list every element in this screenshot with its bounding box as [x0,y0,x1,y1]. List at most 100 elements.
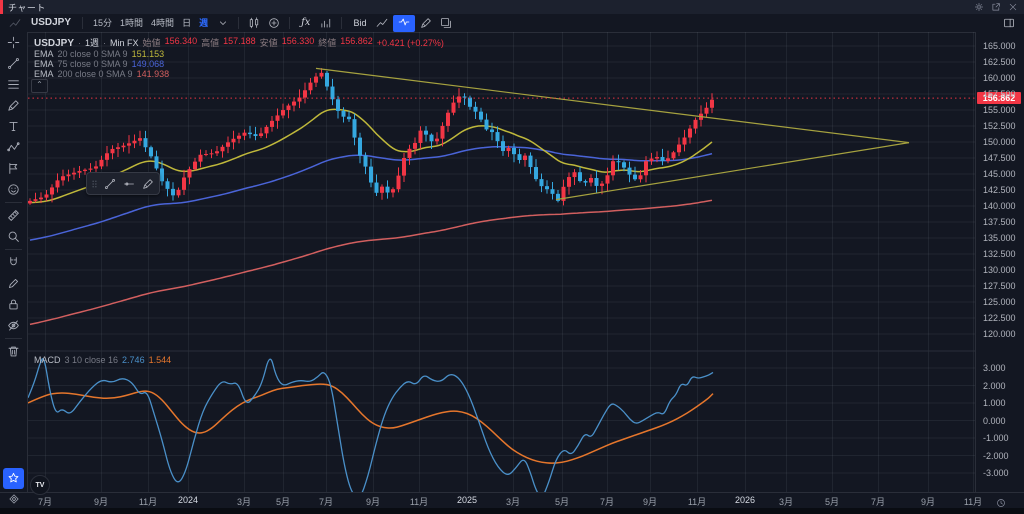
zoom-tool[interactable] [0,226,27,247]
price-tick: 160.000 [983,73,1016,83]
macd-tick: 1.000 [983,398,1006,408]
indicator-legend-row[interactable]: EMA 200 close 0 SMA 9 141.938 [34,69,169,79]
price-tick: 135.000 [983,233,1016,243]
themes-brush-icon[interactable] [417,16,435,30]
legend-change: +0.421 (+0.27%) [376,38,444,48]
price-tick: 137.500 [983,217,1016,227]
toolbar-separator [289,17,291,29]
fx-icon: ƒx [301,17,311,28]
price-tick: 162.500 [983,57,1016,67]
chevron-down-icon[interactable] [214,16,232,30]
time-tick: 7月 [870,497,886,507]
drawing-toolbar [0,32,28,507]
sidebar-separator [5,338,22,339]
macd-tick: -2.000 [983,450,1009,461]
price-tick: 127.500 [983,281,1016,291]
favorites-star-button[interactable] [3,468,24,489]
indicators-fx-button[interactable]: ƒx [296,16,315,30]
timeframe-日[interactable]: 日 [178,16,195,30]
chart-canvas[interactable] [28,32,975,492]
ohlc-value: 156.330 [281,36,315,46]
time-tick: 9月 [93,497,109,507]
price-axis[interactable]: 156.862 165.000 162.500 160.000 157.500 155.… [975,32,1024,492]
price-tick: 122.500 [983,313,1016,323]
trend-line-icon[interactable] [100,175,119,192]
timeframe-4時間[interactable]: 4時間 [147,16,178,30]
indicator-legend-row[interactable]: EMA 20 close 0 SMA 9 151.153 [34,49,164,59]
indicator-name: EMA [34,59,54,69]
timeframe-1時間[interactable]: 1時間 [116,16,147,30]
symbol-button[interactable]: USDJPY [26,16,76,30]
ohlc-label: 始値 [142,38,161,48]
time-tick: 9月 [365,497,381,507]
horizontal-ray-icon[interactable] [119,175,138,192]
wave-icon [398,16,410,31]
open-external-icon[interactable] [991,2,1001,12]
crosshair-tool[interactable] [0,32,27,53]
time-tick: 2026 [734,495,756,505]
draw-edit-tool[interactable] [0,273,27,294]
timeframe-15分[interactable]: 15分 [89,16,116,30]
magnet-tool[interactable] [0,252,27,273]
measure-tool[interactable] [0,205,27,226]
timeframe-週[interactable]: 週 [195,16,212,30]
hide-all-tool[interactable] [0,315,27,336]
price-tick: 147.500 [983,153,1016,163]
time-tick: 2024 [177,495,199,505]
lock-all-tool[interactable] [0,294,27,315]
indicator-legend-row[interactable]: EMA 75 close 0 SMA 9 149.068 [34,59,164,69]
indicator-templates-icon[interactable] [317,16,335,30]
macd-tick: -3.000 [983,468,1009,478]
ohlc-value: 157.188 [223,36,256,46]
time-tick: 5月 [275,497,291,507]
price-tick: 152.500 [983,121,1016,131]
line-chart-icon[interactable] [373,16,391,30]
time-tick: 9月 [642,497,658,507]
pattern-tool[interactable] [0,137,27,158]
indicator-value: 149.068 [131,59,165,69]
price-tick: 125.000 [983,297,1016,307]
window-title: チャート [8,2,46,13]
macd-name: MACD [34,355,61,365]
brush-tool[interactable] [0,95,27,116]
macd-legend[interactable]: MACD 3 10 close 16 2.746 1.544 [34,355,171,365]
time-tick: 11月 [687,497,707,507]
indicator-params: 200 close 0 SMA 9 [57,69,133,79]
candles-style-icon[interactable] [245,16,263,30]
layouts-icon[interactable] [437,16,455,30]
trend-line-tool[interactable] [0,53,27,74]
bid-button[interactable]: Bid [348,16,371,30]
brush-icon[interactable] [138,175,157,192]
forecast-tool[interactable] [0,158,27,179]
ohlc-label: 高値 [201,38,220,48]
remove-all-tool[interactable] [0,341,27,362]
settings-gear-icon[interactable] [974,2,984,12]
price-tick: 165.000 [983,41,1016,51]
clock-icon[interactable] [996,495,1007,507]
wave-chart-button[interactable] [393,14,416,32]
window-bottom-edge [0,507,1024,514]
legend-collapse-button[interactable]: ⌃ [31,79,48,93]
toolbar-separator [341,17,343,29]
price-tick: 132.500 [983,249,1016,259]
window-controls [974,2,1024,12]
emoji-tool[interactable] [0,179,27,200]
close-icon[interactable] [1008,2,1018,12]
symbol-legend[interactable]: USDJPY · 1週 · Min FX 始値 156.340 高値 157.188 安… [34,36,444,49]
indicator-params: 20 close 0 SMA 9 [57,49,128,59]
compare-plus-icon[interactable] [265,16,283,30]
time-axis[interactable]: 7月 9月 11月 2024 3月 5月 7月 9月 11月 2025 3月 5月 7月 9月 11月 202… [0,492,1024,508]
text-tool[interactable] [0,116,27,137]
widgets-diamond-icon[interactable] [5,492,22,506]
time-tick: 11月 [138,497,158,507]
price-tick: 145.000 [983,169,1016,179]
price-tick: 150.000 [983,137,1016,147]
legend-interval: 1週 [85,38,100,48]
time-tick: 7月 [318,497,334,507]
macd-value: 2.746 [122,355,145,365]
panel-layout-icon[interactable] [1000,16,1018,30]
macd-tick: 2.000 [983,380,1006,391]
tradingview-logo[interactable]: TV [30,475,50,495]
fib-lines-tool[interactable] [0,74,27,95]
drag-handle-icon[interactable] [89,175,100,192]
